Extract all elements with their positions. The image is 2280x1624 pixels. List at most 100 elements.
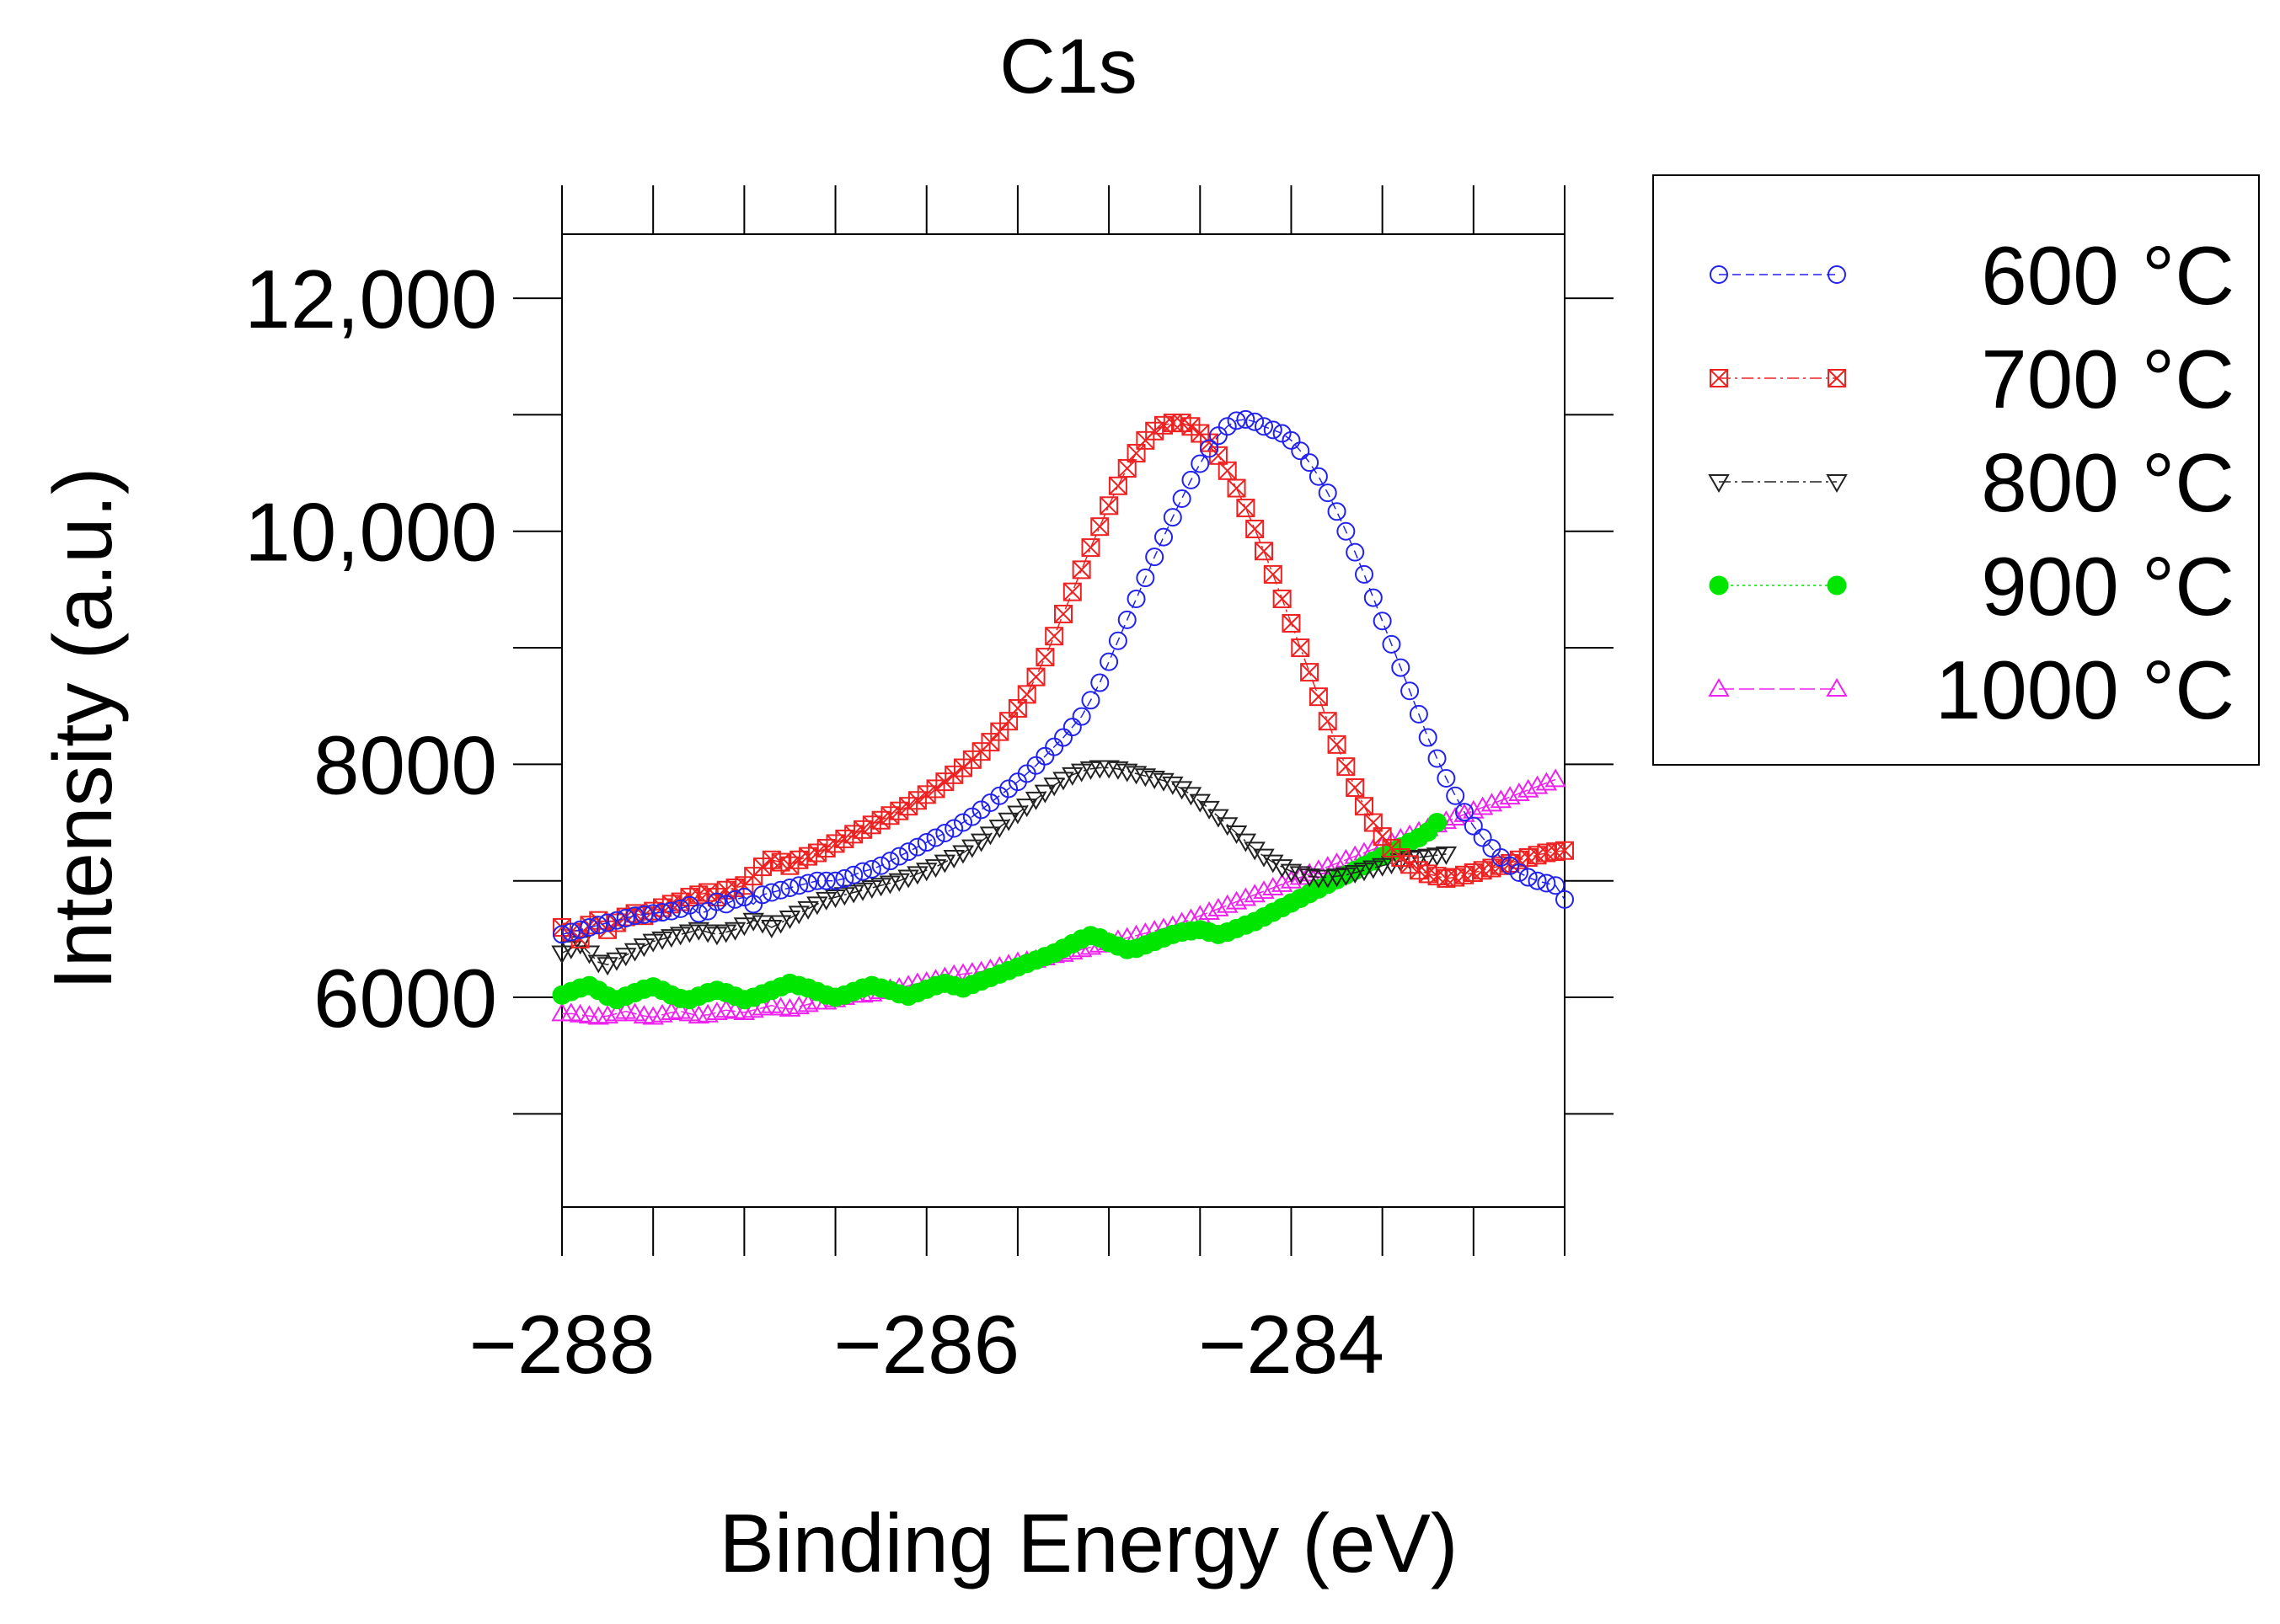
data-point [1309,687,1328,707]
data-point [597,957,618,976]
data-point [762,883,781,902]
data-point [1355,564,1373,584]
data-point [1227,478,1246,498]
data-point [1336,521,1356,541]
legend-item: 700 °C [1710,333,2235,425]
data-point [715,924,737,943]
data-point [1136,569,1155,588]
data-point [651,931,673,950]
data-point [1418,728,1437,747]
data-point [1090,673,1110,692]
data-point [1007,805,1029,825]
data-point [1391,658,1410,677]
data-point [1346,542,1365,562]
data-point [1070,763,1093,783]
legend-label: 600 °C [1981,229,2235,322]
data-point [733,1002,756,1020]
data-point [1355,797,1373,816]
data-point [1373,612,1392,631]
data-point [716,895,736,914]
series-line [562,778,1556,1018]
series-1 [553,409,1574,944]
data-point [1191,454,1210,473]
data-point [1026,667,1046,686]
data-point [1316,856,1339,875]
x-tick-label: −284 [1198,1298,1384,1391]
data-point [1143,770,1165,789]
legend-item: 1000 °C [1708,644,2235,736]
data-point [1446,786,1465,805]
data-point [1236,499,1255,518]
data-point [1499,786,1521,805]
data-point [1125,766,1148,785]
data-point [733,917,756,937]
data-point [1072,560,1091,580]
data-point [580,918,599,938]
data-point [1362,860,1384,879]
x-axis-label: Binding Energy (eV) [719,1497,1458,1589]
legend-frame [1652,174,2260,766]
data-point [888,873,911,892]
data-point [1163,508,1182,527]
data-point [661,901,681,921]
data-point [1282,614,1301,633]
chart-title: C1s [999,24,1137,110]
data-point [1555,889,1574,909]
data-point [1200,439,1219,458]
data-point [788,996,811,1015]
data-point [1081,691,1100,710]
data-point [614,1000,637,1019]
legend-label: 700 °C [1981,333,2235,425]
data-point [697,1003,719,1023]
legend-label: 1000 °C [1935,644,2235,736]
legend-marker [1708,474,1730,493]
y-axis-label: Intensity (a.u.) [36,467,129,991]
data-point [1282,430,1301,450]
x-tick-label: −288 [469,1298,656,1391]
data-point [935,823,955,842]
data-point [1180,787,1202,806]
legend-label: 900 °C [1981,540,2235,633]
data-point [917,833,936,852]
data-point [570,920,590,939]
data-point [642,1006,664,1025]
data-point [862,859,881,879]
data-point [915,863,938,882]
data-point [1207,897,1229,916]
data-point [1052,772,1074,791]
data-point [1117,610,1137,629]
data-point [1291,638,1310,658]
data-point [1134,768,1157,788]
data-point [789,876,809,895]
data-point [587,954,610,974]
data-point [1318,483,1337,503]
data-point [999,712,1019,731]
data-point [1528,871,1547,890]
data-point [1108,476,1127,495]
data-point [1327,502,1346,521]
data-point [661,929,682,948]
data-point [1346,778,1365,798]
data-point [1107,761,1129,780]
data-point [1298,863,1320,882]
data-point [979,826,1002,846]
legend-marker [1708,678,1730,697]
data-point [1289,866,1312,885]
data-point [788,905,811,925]
data-point [634,905,654,924]
data-point [560,1002,582,1022]
data-point [907,837,927,857]
data-point [1198,901,1220,921]
data-point [833,887,856,906]
data-point [1244,841,1266,861]
series-line [561,419,1565,936]
data-point [1081,538,1100,558]
data-point [1225,890,1248,910]
data-point [779,910,801,929]
data-point [1255,417,1273,436]
data-point [1455,803,1474,822]
data-point [1464,816,1483,836]
plot-frame [561,233,1565,1208]
data-point [1300,663,1319,682]
data-point [678,1002,701,1022]
